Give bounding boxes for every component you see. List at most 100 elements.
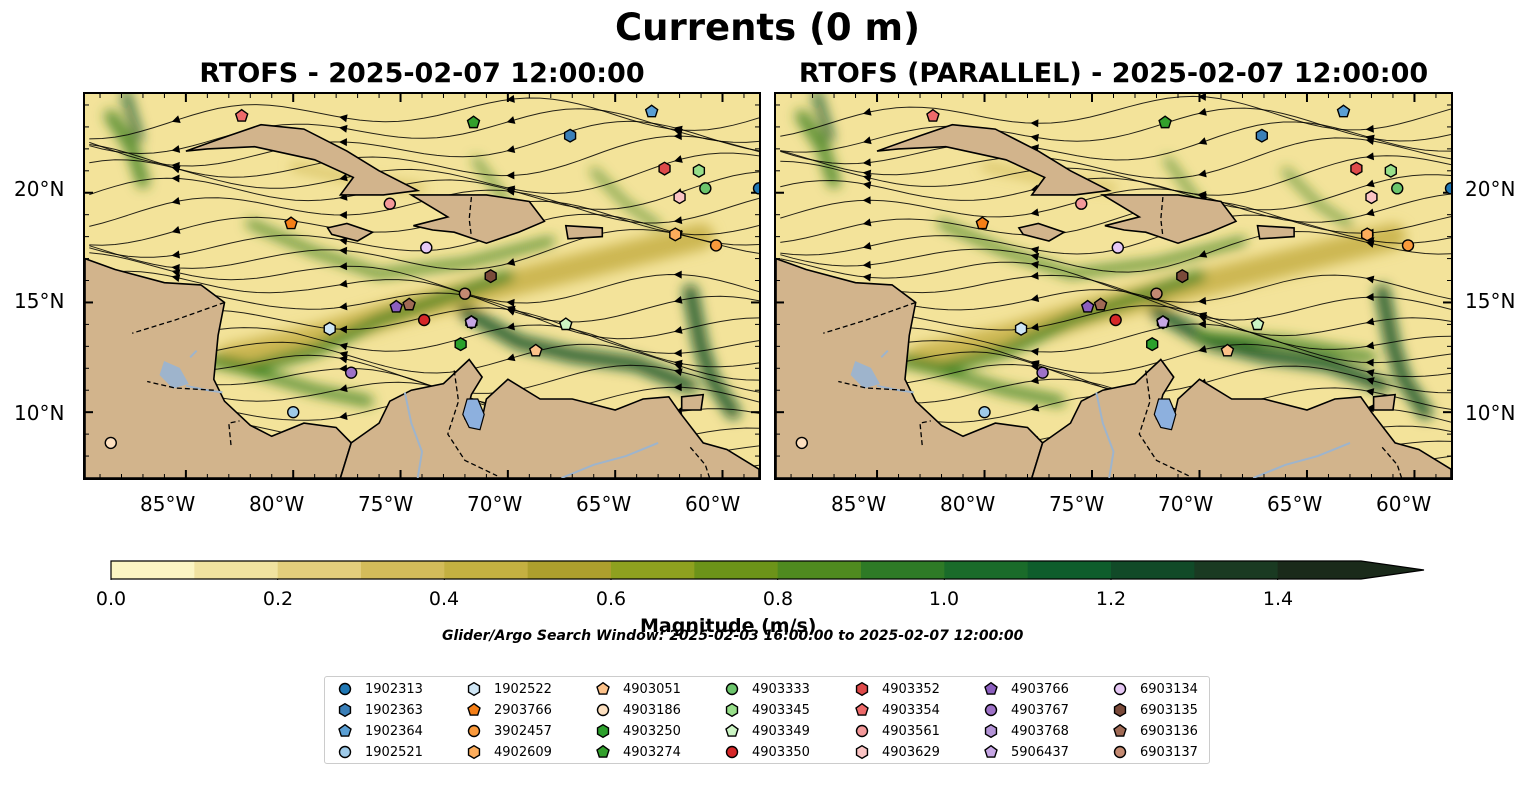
colorbar <box>110 560 1426 582</box>
float-marker-4903352 <box>1350 161 1363 176</box>
legend-item-1902522: 1902522 <box>466 680 552 698</box>
float-marker-4903333 <box>1391 182 1404 195</box>
legend-marker-pentagon-icon <box>1113 723 1127 737</box>
legend-symbol-4903766 <box>984 681 998 695</box>
borders <box>132 197 711 478</box>
colorbar-outline <box>110 560 1425 580</box>
legend-marker-pentagon-icon <box>855 702 869 716</box>
lon-tick-60w-parallel: 60°W <box>1376 492 1432 516</box>
float-marker-4902609 <box>1361 227 1374 242</box>
float-marker-1902364 <box>1336 104 1351 118</box>
legend-item-4903333: 4903333 <box>724 680 810 698</box>
colorbar-tick-2: 0.4 <box>428 588 460 610</box>
float-marker-4903051 <box>1220 343 1235 357</box>
legend-item-3902457: 3902457 <box>466 722 552 740</box>
land-cuba <box>876 123 1112 196</box>
legend-label: 2903766 <box>494 702 552 718</box>
float-marker-2903766 <box>284 216 298 230</box>
lon-tick-80w: 80°W <box>249 492 305 516</box>
legend-item-4902609: 4902609 <box>466 743 552 761</box>
float-marker-4903766 <box>389 299 404 313</box>
land-puerto-rico <box>1256 224 1295 240</box>
lat-tick-right-15: 15°N <box>1465 289 1516 313</box>
land-hispaniola <box>408 194 546 245</box>
float-marker-4903333 <box>699 182 712 195</box>
lon-tick-70w-parallel: 70°W <box>1158 492 1214 516</box>
legend-marker-hexagon-icon <box>467 681 481 697</box>
legend-symbol-1902521 <box>338 745 352 759</box>
legend-marker-circle-icon <box>855 724 869 738</box>
legend-marker-pentagon-icon <box>467 702 481 716</box>
legend-symbol-4903186 <box>596 703 610 717</box>
lat-tick-left-10: 10°N <box>14 401 65 425</box>
legend-label: 4903333 <box>752 681 810 697</box>
float-marker-4903250 <box>1146 337 1159 352</box>
legend-label: 4903345 <box>752 702 810 718</box>
float-marker-1902313 <box>1444 182 1451 195</box>
land-jamaica <box>1017 222 1067 242</box>
land-trinidad <box>1372 393 1397 411</box>
rivers <box>850 349 1351 478</box>
legend-item-5906437: 5906437 <box>983 743 1069 761</box>
colorbar-tick-1: 0.2 <box>262 588 294 610</box>
legend-symbol-4903561 <box>855 724 869 738</box>
lake-maracaibo <box>1153 398 1177 431</box>
legend-symbol-4903354 <box>855 702 869 716</box>
rivers <box>159 350 659 478</box>
lon-tick-70w: 70°W <box>467 492 523 516</box>
legend-marker-hexagon-icon <box>338 702 352 718</box>
legend-item-6903136: 6903136 <box>1112 722 1198 740</box>
legend-item-2903766: 2903766 <box>466 701 552 719</box>
legend-label: 4903349 <box>752 723 810 739</box>
float-marker-4903274 <box>1158 115 1172 129</box>
float-marker-1902364 <box>644 104 659 118</box>
float-marker-4903274 <box>466 115 481 129</box>
legend-symbol-4903349 <box>725 723 739 737</box>
lon-tick-75w: 75°W <box>358 492 414 516</box>
legend-symbol-1902522 <box>467 681 481 697</box>
float-marker-1902363 <box>1255 128 1268 143</box>
legend-item-4903561: 4903561 <box>854 722 940 740</box>
legend-marker-pentagon-icon <box>596 681 610 695</box>
lon-tick-65w-parallel: 65°W <box>1267 492 1323 516</box>
float-marker-6903137 <box>458 287 472 300</box>
legend-item-4903354: 4903354 <box>854 701 940 719</box>
float-marker-4903766 <box>1080 299 1095 313</box>
legend-symbol-6903134 <box>1113 682 1127 696</box>
float-legend: 1902313 1902363 1902364 1902521 1902522 29037… <box>324 676 1210 764</box>
legend-item-1902521: 1902521 <box>337 743 423 761</box>
legend-label: 1902363 <box>365 702 423 718</box>
panel-title-rtofs: RTOFS - 2025-02-07 12:00:00 <box>199 58 645 89</box>
legend-marker-pentagon-icon <box>596 744 610 758</box>
legend-item-4903274: 4903274 <box>595 743 681 761</box>
lat-tick-right-10: 10°N <box>1465 401 1516 425</box>
legend-symbol-1902363 <box>338 702 352 718</box>
legend-item-1902313: 1902313 <box>337 680 423 698</box>
legend-label: 4903354 <box>882 702 940 718</box>
float-marker-6903136 <box>1093 297 1108 311</box>
legend-label: 4903250 <box>623 723 681 739</box>
float-marker-2903766 <box>975 216 990 230</box>
legend-label: 4903274 <box>623 744 681 760</box>
colorbar-tick-7: 1.4 <box>1262 588 1294 610</box>
float-marker-4902609 <box>669 227 682 242</box>
land-jamaica <box>326 222 375 242</box>
legend-label: 4903768 <box>1011 723 1069 739</box>
float-marker-4903561 <box>1075 197 1088 210</box>
legend-marker-pentagon-icon <box>725 723 739 737</box>
float-marker-1902522 <box>1014 321 1028 336</box>
legend-label: 1902522 <box>494 681 552 697</box>
legend-marker-circle-icon <box>725 745 739 759</box>
lon-tick-60w: 60°W <box>685 492 741 516</box>
land-south-america <box>1030 358 1451 478</box>
legend-symbol-1902364 <box>338 723 352 737</box>
panel-title-rtofs-parallel: RTOFS (PARALLEL) - 2025-02-07 12:00:00 <box>798 58 1429 89</box>
legend-symbol-4903629 <box>855 744 869 760</box>
legend-item-1902364: 1902364 <box>337 722 423 740</box>
legend-label: 4903051 <box>623 681 681 697</box>
legend-item-4903352: 4903352 <box>854 680 940 698</box>
float-marker-4903350 <box>1109 313 1122 327</box>
argo-glider-markers <box>795 104 1451 450</box>
legend-item-4903051: 4903051 <box>595 680 681 698</box>
legend-label: 4903350 <box>752 744 810 760</box>
